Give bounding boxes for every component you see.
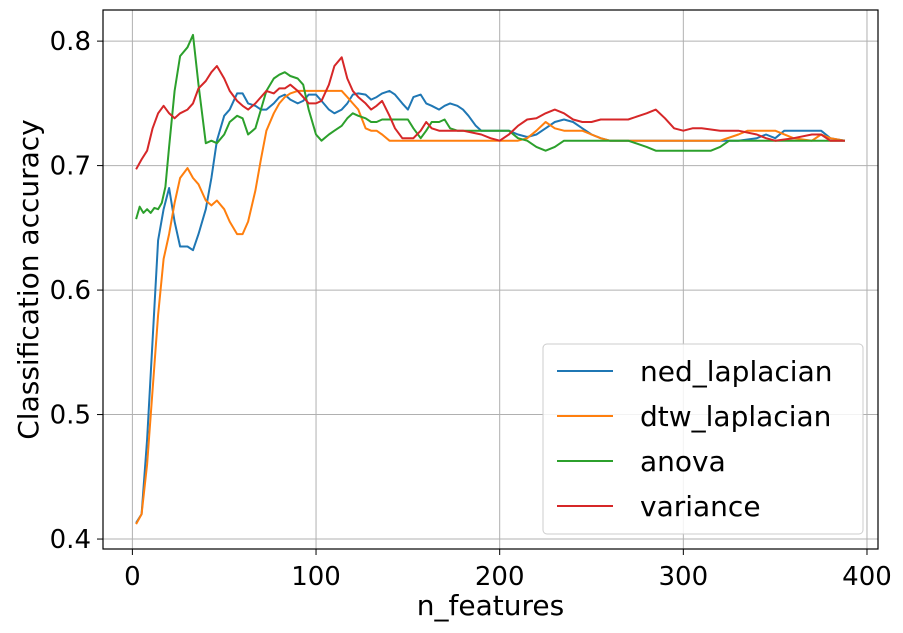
legend-label-anova: anova	[640, 445, 726, 478]
y-tick-label: 0.4	[50, 525, 91, 555]
y-tick-label: 0.7	[50, 152, 91, 182]
ticks: 0 100 200 300 400 0.4 0.5 0.6 0.7 0.8	[50, 27, 892, 592]
y-tick-label: 0.8	[50, 27, 91, 57]
legend-box	[542, 343, 864, 535]
x-tick-label: 100	[291, 562, 341, 592]
grid	[103, 10, 878, 549]
y-axis-label: Classification accuracy	[12, 119, 45, 440]
series-layer	[135, 33, 846, 525]
y-tick-label: 0.6	[50, 276, 91, 306]
series-line-variance	[135, 56, 845, 170]
x-tick-label: 400	[842, 562, 892, 592]
x-tick-label: 300	[659, 562, 709, 592]
series-line-anova	[135, 33, 845, 220]
plot-frame	[102, 9, 879, 550]
x-tick-label: 200	[475, 562, 525, 592]
legend-label-variance: variance	[640, 490, 761, 523]
y-tick-label: 0.5	[50, 401, 91, 431]
x-axis-label: n_features	[417, 589, 564, 622]
legend-label-dtw-laplacian: dtw_laplacian	[640, 400, 831, 433]
series-line-ned-laplacian	[135, 89, 846, 524]
legend-label-ned-laplacian: ned_laplacian	[640, 355, 832, 388]
x-tick-label: 0	[124, 562, 141, 592]
